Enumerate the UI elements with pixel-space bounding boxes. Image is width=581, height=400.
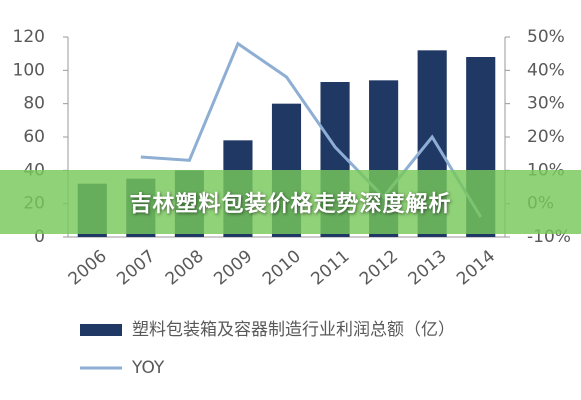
y-tick-label: 100	[13, 60, 45, 80]
x-tick-label: 2006	[65, 246, 111, 289]
legend-swatch	[80, 324, 122, 336]
x-tick-label: 2012	[356, 246, 402, 289]
y-tick-label: 0	[34, 227, 45, 247]
x-tick-label: 2010	[259, 246, 305, 289]
x-tick-label: 2008	[162, 246, 208, 289]
x-tick-label: 2009	[210, 246, 256, 289]
y2-tick-label: 50%	[527, 27, 565, 47]
x-tick-label: 2011	[307, 246, 353, 289]
banner-title: 吉林塑料包装价格走势深度解析	[0, 170, 581, 234]
x-tick-label: 2007	[113, 246, 159, 289]
y2-tick-label: 30%	[527, 94, 565, 114]
y2-tick-label: 20%	[527, 127, 565, 147]
y-tick-label: 120	[13, 27, 45, 47]
x-tick-label: 2013	[405, 246, 451, 289]
line	[140, 41, 483, 218]
y-tick-label: 60	[23, 127, 45, 147]
y-tick-label: 80	[23, 94, 45, 114]
y2-tick-label: 40%	[527, 60, 565, 80]
legend-label: 塑料包装箱及容器制造行业利润总额（亿）	[132, 320, 455, 340]
x-tick-label: 2014	[453, 246, 499, 289]
legend-label: YOY	[131, 358, 165, 378]
